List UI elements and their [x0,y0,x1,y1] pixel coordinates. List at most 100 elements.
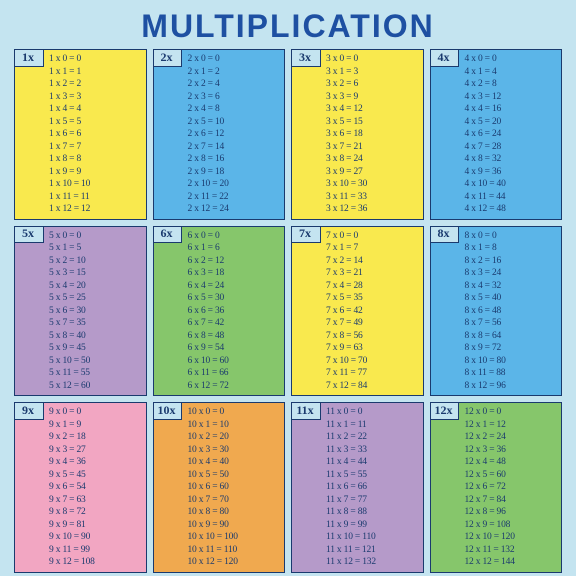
table-row: 3 x 12 = 36 [326,203,419,216]
table-tab-8: 8x [430,226,460,244]
table-row: 11 x 8 = 88 [326,506,419,519]
table-row: 10 x 11 = 110 [188,544,281,557]
table-row: 10 x 9 = 90 [188,519,281,532]
table-row: 12 x 12 = 144 [465,556,558,569]
table-row: 6 x 3 = 18 [188,267,281,280]
table-row: 12 x 2 = 24 [465,431,558,444]
table-row: 8 x 9 = 72 [465,342,558,355]
table-row: 2 x 9 = 18 [188,166,281,179]
table-row: 9 x 7 = 63 [49,494,142,507]
table-row: 6 x 11 = 66 [188,367,281,380]
table-card-4: 4x4 x 0 = 04 x 1 = 44 x 2 = 84 x 3 = 124… [430,49,563,220]
table-tab-7: 7x [291,226,321,244]
table-row: 12 x 9 = 108 [465,519,558,532]
table-tab-10: 10x [153,402,183,420]
table-row: 1 x 3 = 3 [49,91,142,104]
table-row: 3 x 9 = 27 [326,166,419,179]
table-row: 12 x 8 = 96 [465,506,558,519]
table-row: 11 x 12 = 132 [326,556,419,569]
table-row: 9 x 9 = 81 [49,519,142,532]
table-row: 10 x 0 = 0 [188,406,281,419]
table-row: 4 x 2 = 8 [465,78,558,91]
table-row: 11 x 3 = 33 [326,444,419,457]
table-row: 12 x 10 = 120 [465,531,558,544]
table-row: 3 x 11 = 33 [326,191,419,204]
table-row: 4 x 7 = 28 [465,141,558,154]
table-row: 8 x 4 = 32 [465,280,558,293]
table-row: 9 x 4 = 36 [49,456,142,469]
table-row: 2 x 0 = 0 [188,53,281,66]
table-row: 10 x 1 = 10 [188,419,281,432]
table-card-8: 8x8 x 0 = 08 x 1 = 88 x 2 = 168 x 3 = 24… [430,226,563,397]
table-row: 10 x 12 = 120 [188,556,281,569]
table-tab-6: 6x [153,226,183,244]
table-row: 8 x 10 = 80 [465,355,558,368]
table-row: 3 x 7 = 21 [326,141,419,154]
table-row: 11 x 11 = 121 [326,544,419,557]
table-row: 9 x 2 = 18 [49,431,142,444]
table-row: 5 x 3 = 15 [49,267,142,280]
table-tab-12: 12x [430,402,460,420]
table-row: 4 x 6 = 24 [465,128,558,141]
table-row: 11 x 5 = 55 [326,469,419,482]
table-row: 11 x 7 = 77 [326,494,419,507]
table-row: 6 x 8 = 48 [188,330,281,343]
table-tab-11: 11x [291,402,321,420]
table-row: 6 x 4 = 24 [188,280,281,293]
table-row: 4 x 8 = 32 [465,153,558,166]
table-row: 5 x 2 = 10 [49,255,142,268]
table-row: 7 x 9 = 63 [326,342,419,355]
table-row: 5 x 11 = 55 [49,367,142,380]
table-row: 7 x 5 = 35 [326,292,419,305]
table-row: 7 x 0 = 0 [326,230,419,243]
table-row: 4 x 0 = 0 [465,53,558,66]
table-row: 6 x 12 = 72 [188,380,281,393]
table-row: 2 x 12 = 24 [188,203,281,216]
table-row: 2 x 4 = 8 [188,103,281,116]
table-row: 4 x 11 = 44 [465,191,558,204]
table-card-10: 10x10 x 0 = 010 x 1 = 1010 x 2 = 2010 x … [153,402,286,573]
page-title: MULTIPLICATION [141,8,434,45]
table-row: 2 x 2 = 4 [188,78,281,91]
table-row: 8 x 3 = 24 [465,267,558,280]
table-card-9: 9x9 x 0 = 09 x 1 = 99 x 2 = 189 x 3 = 27… [14,402,147,573]
table-row: 12 x 0 = 0 [465,406,558,419]
table-card-6: 6x6 x 0 = 06 x 1 = 66 x 2 = 126 x 3 = 18… [153,226,286,397]
table-row: 11 x 10 = 110 [326,531,419,544]
table-row: 11 x 4 = 44 [326,456,419,469]
table-row: 7 x 4 = 28 [326,280,419,293]
table-row: 3 x 8 = 24 [326,153,419,166]
table-row: 6 x 0 = 0 [188,230,281,243]
table-row: 8 x 5 = 40 [465,292,558,305]
table-row: 6 x 9 = 54 [188,342,281,355]
table-row: 7 x 12 = 84 [326,380,419,393]
table-row: 1 x 10 = 10 [49,178,142,191]
table-row: 2 x 6 = 12 [188,128,281,141]
table-row: 2 x 5 = 10 [188,116,281,129]
table-row: 4 x 9 = 36 [465,166,558,179]
table-row: 12 x 3 = 36 [465,444,558,457]
table-row: 1 x 9 = 9 [49,166,142,179]
table-row: 4 x 4 = 16 [465,103,558,116]
table-row: 3 x 6 = 18 [326,128,419,141]
table-row: 6 x 2 = 12 [188,255,281,268]
table-row: 12 x 6 = 72 [465,481,558,494]
table-row: 3 x 3 = 9 [326,91,419,104]
table-tab-5: 5x [14,226,44,244]
table-row: 9 x 5 = 45 [49,469,142,482]
table-row: 3 x 4 = 12 [326,103,419,116]
table-row: 12 x 7 = 84 [465,494,558,507]
table-row: 6 x 7 = 42 [188,317,281,330]
table-row: 10 x 6 = 60 [188,481,281,494]
table-row: 11 x 0 = 0 [326,406,419,419]
table-row: 3 x 10 = 30 [326,178,419,191]
table-card-11: 11x11 x 0 = 011 x 1 = 1111 x 2 = 2211 x … [291,402,424,573]
table-card-1: 1x1 x 0 = 01 x 1 = 11 x 2 = 21 x 3 = 31 … [14,49,147,220]
table-row: 8 x 12 = 96 [465,380,558,393]
table-row: 7 x 6 = 42 [326,305,419,318]
table-tab-4: 4x [430,49,460,67]
table-row: 2 x 3 = 6 [188,91,281,104]
table-row: 10 x 3 = 30 [188,444,281,457]
table-row: 5 x 8 = 40 [49,330,142,343]
table-row: 9 x 12 = 108 [49,556,142,569]
